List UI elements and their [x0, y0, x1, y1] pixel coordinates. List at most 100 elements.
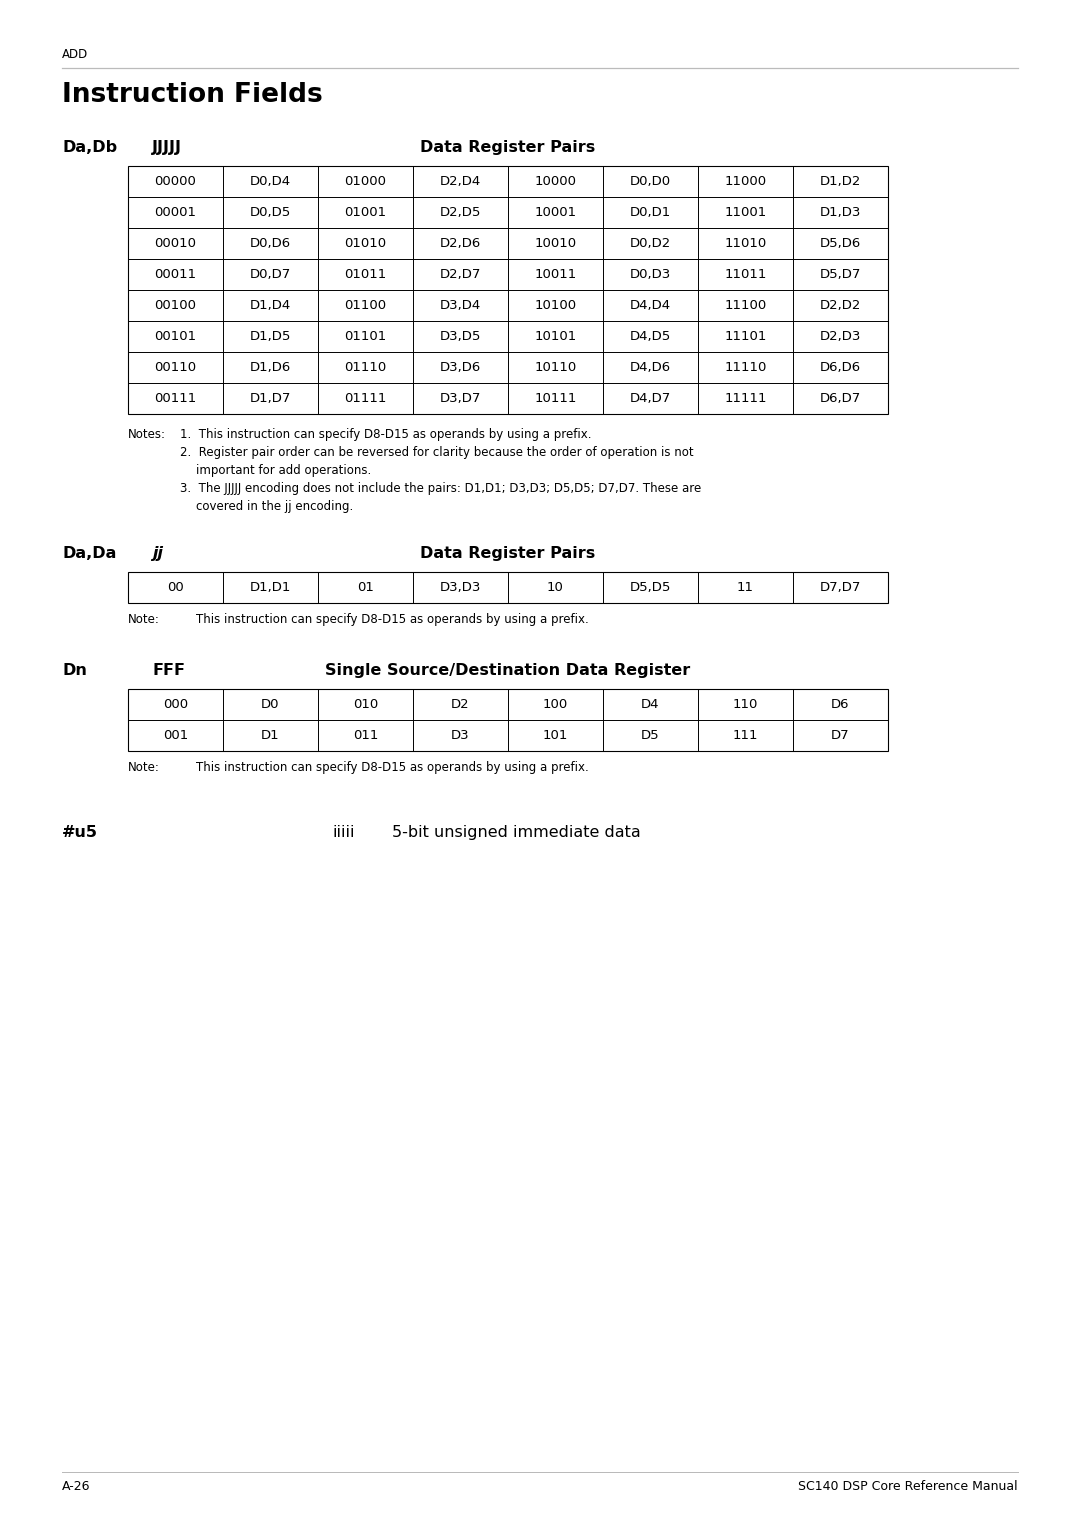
- Text: D1,D6: D1,D6: [249, 361, 292, 374]
- Text: D4,D6: D4,D6: [630, 361, 671, 374]
- Text: D6,D6: D6,D6: [820, 361, 861, 374]
- Text: 00: 00: [167, 581, 184, 594]
- Text: 5-bit unsigned immediate data: 5-bit unsigned immediate data: [392, 825, 640, 840]
- Text: important for add operations.: important for add operations.: [195, 465, 372, 477]
- Text: FFF: FFF: [152, 663, 185, 678]
- Text: This instruction can specify D8-D15 as operands by using a prefix.: This instruction can specify D8-D15 as o…: [195, 613, 589, 626]
- Text: 01111: 01111: [345, 393, 387, 405]
- Text: iiiii: iiiii: [332, 825, 354, 840]
- Text: 10111: 10111: [535, 393, 577, 405]
- Text: 01110: 01110: [345, 361, 387, 374]
- Text: D2,D7: D2,D7: [440, 267, 482, 281]
- Text: A-26: A-26: [62, 1481, 91, 1493]
- Text: 11000: 11000: [725, 176, 767, 188]
- Text: Notes:: Notes:: [129, 428, 166, 442]
- Text: D4,D4: D4,D4: [630, 299, 671, 312]
- Text: D0,D7: D0,D7: [249, 267, 292, 281]
- Text: D1,D5: D1,D5: [249, 330, 292, 342]
- Text: D4,D7: D4,D7: [630, 393, 671, 405]
- Text: D4,D5: D4,D5: [630, 330, 671, 342]
- Text: 010: 010: [353, 698, 378, 711]
- Text: 11101: 11101: [725, 330, 767, 342]
- Text: 2.  Register pair order can be reversed for clarity because the order of operati: 2. Register pair order can be reversed f…: [180, 446, 693, 458]
- Text: Da,Da: Da,Da: [62, 545, 117, 561]
- Text: Note:: Note:: [129, 761, 160, 775]
- Text: 110: 110: [733, 698, 758, 711]
- Text: D0,D0: D0,D0: [630, 176, 671, 188]
- Text: Single Source/Destination Data Register: Single Source/Destination Data Register: [325, 663, 690, 678]
- Text: D6: D6: [832, 698, 850, 711]
- Text: 01101: 01101: [345, 330, 387, 342]
- Text: D1,D1: D1,D1: [249, 581, 292, 594]
- Text: D5,D5: D5,D5: [630, 581, 671, 594]
- Text: 10010: 10010: [535, 237, 577, 251]
- Text: Data Register Pairs: Data Register Pairs: [420, 545, 596, 561]
- Bar: [129, 571, 888, 604]
- Text: 11011: 11011: [725, 267, 767, 281]
- Text: 00010: 00010: [154, 237, 197, 251]
- Text: 01100: 01100: [345, 299, 387, 312]
- Text: D7,D7: D7,D7: [820, 581, 861, 594]
- Text: 10001: 10001: [535, 206, 577, 219]
- Text: 00001: 00001: [154, 206, 197, 219]
- Bar: [129, 167, 888, 414]
- Text: 11010: 11010: [725, 237, 767, 251]
- Text: D0,D3: D0,D3: [630, 267, 671, 281]
- Text: D0: D0: [261, 698, 280, 711]
- Text: covered in the jj encoding.: covered in the jj encoding.: [195, 500, 353, 513]
- Text: D3,D4: D3,D4: [440, 299, 481, 312]
- Text: 3.  The JJJJJ encoding does not include the pairs: D1,D1; D3,D3; D5,D5; D7,D7. T: 3. The JJJJJ encoding does not include t…: [180, 481, 701, 495]
- Text: 011: 011: [353, 729, 378, 743]
- Text: #u5: #u5: [62, 825, 98, 840]
- Text: SC140 DSP Core Reference Manual: SC140 DSP Core Reference Manual: [798, 1481, 1018, 1493]
- Text: 10110: 10110: [535, 361, 577, 374]
- Text: 01000: 01000: [345, 176, 387, 188]
- Text: 11100: 11100: [725, 299, 767, 312]
- Bar: [129, 689, 888, 750]
- Text: 00110: 00110: [154, 361, 197, 374]
- Text: ADD: ADD: [62, 47, 89, 61]
- Text: 01: 01: [357, 581, 374, 594]
- Text: D5,D7: D5,D7: [820, 267, 861, 281]
- Text: jj: jj: [152, 545, 163, 561]
- Text: D5,D6: D5,D6: [820, 237, 861, 251]
- Text: 00100: 00100: [154, 299, 197, 312]
- Text: This instruction can specify D8-D15 as operands by using a prefix.: This instruction can specify D8-D15 as o…: [195, 761, 589, 775]
- Text: 00111: 00111: [154, 393, 197, 405]
- Text: D7: D7: [832, 729, 850, 743]
- Text: 100: 100: [543, 698, 568, 711]
- Text: 111: 111: [732, 729, 758, 743]
- Text: JJJJJ: JJJJJ: [152, 141, 183, 154]
- Text: D1,D4: D1,D4: [249, 299, 292, 312]
- Text: 101: 101: [543, 729, 568, 743]
- Text: D1,D2: D1,D2: [820, 176, 861, 188]
- Text: 00011: 00011: [154, 267, 197, 281]
- Text: D2: D2: [451, 698, 470, 711]
- Text: D2,D5: D2,D5: [440, 206, 482, 219]
- Text: D0,D2: D0,D2: [630, 237, 671, 251]
- Text: 11111: 11111: [725, 393, 767, 405]
- Text: D2,D3: D2,D3: [820, 330, 861, 342]
- Text: D5: D5: [642, 729, 660, 743]
- Text: D0,D5: D0,D5: [249, 206, 292, 219]
- Text: 10: 10: [548, 581, 564, 594]
- Text: D2,D4: D2,D4: [440, 176, 481, 188]
- Text: 001: 001: [163, 729, 188, 743]
- Text: D0,D4: D0,D4: [249, 176, 292, 188]
- Text: D2,D6: D2,D6: [440, 237, 481, 251]
- Text: D3: D3: [451, 729, 470, 743]
- Text: 10101: 10101: [535, 330, 577, 342]
- Text: 10000: 10000: [535, 176, 577, 188]
- Text: D0,D1: D0,D1: [630, 206, 671, 219]
- Text: D2,D2: D2,D2: [820, 299, 861, 312]
- Text: D6,D7: D6,D7: [820, 393, 861, 405]
- Text: 00101: 00101: [154, 330, 197, 342]
- Text: 1.  This instruction can specify D8-D15 as operands by using a prefix.: 1. This instruction can specify D8-D15 a…: [180, 428, 592, 442]
- Text: Instruction Fields: Instruction Fields: [62, 83, 323, 108]
- Text: Data Register Pairs: Data Register Pairs: [420, 141, 596, 154]
- Text: 10100: 10100: [535, 299, 577, 312]
- Text: 11: 11: [737, 581, 754, 594]
- Text: Dn: Dn: [62, 663, 86, 678]
- Text: D1,D3: D1,D3: [820, 206, 861, 219]
- Text: Da,Db: Da,Db: [62, 141, 117, 154]
